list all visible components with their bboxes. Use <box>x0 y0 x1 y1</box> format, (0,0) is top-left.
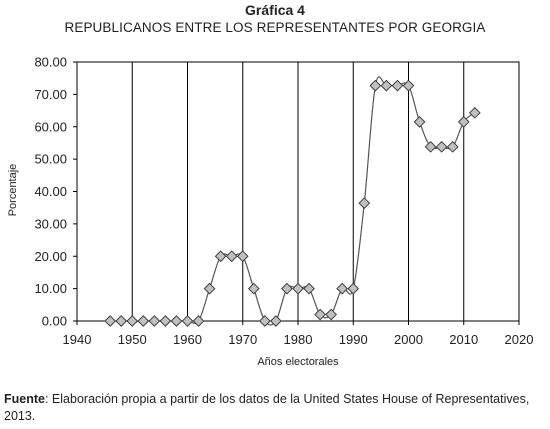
source-note: Fuente: Elaboración propia a partir de l… <box>4 391 548 425</box>
data-point <box>281 282 293 295</box>
data-point <box>214 250 227 263</box>
x-axis-label: Años electorales <box>257 356 339 368</box>
y-tick-label: 30.00 <box>34 216 67 231</box>
data-point <box>159 315 172 327</box>
data-point <box>457 116 470 128</box>
x-tick-label: 1970 <box>228 332 257 347</box>
data-point <box>468 106 481 119</box>
data-point <box>181 315 194 327</box>
data-point <box>402 79 415 92</box>
tick-layer: 1940 1950 1960 1970 1980 1990 2000 2010 2020 0.00… <box>34 55 533 348</box>
data-point <box>336 282 349 295</box>
y-tick-label: 10.00 <box>34 281 67 296</box>
x-tick-label: 1990 <box>339 332 368 347</box>
chart-title: Gráfica 4 <box>245 2 305 18</box>
data-point <box>413 116 426 128</box>
data-point <box>126 315 139 327</box>
data-point <box>325 308 337 321</box>
data-point <box>137 315 150 327</box>
data-point <box>115 315 128 327</box>
data-point <box>192 315 205 327</box>
data-point <box>170 315 183 327</box>
y-axis-label: Porcentaje <box>7 164 19 217</box>
x-tick-label: 1940 <box>63 332 92 347</box>
y-tick-label: 20.00 <box>34 249 67 264</box>
chart-subtitle: REPUBLICANOS ENTRE LOS REPRESENTANTES PO… <box>64 20 486 35</box>
data-point <box>380 79 393 92</box>
data-point <box>347 282 360 295</box>
y-tick-label: 80.00 <box>34 55 67 70</box>
x-tick-label: 2020 <box>505 332 534 347</box>
y-tick-label: 70.00 <box>34 87 67 102</box>
data-point <box>303 282 315 295</box>
data-point <box>104 315 116 327</box>
data-point <box>270 315 282 327</box>
data-point <box>391 79 404 92</box>
y-tick-label: 60.00 <box>34 119 67 134</box>
data-point <box>292 282 304 295</box>
data-point <box>225 250 238 263</box>
grid-layer <box>131 62 465 321</box>
x-tick-label: 2000 <box>394 332 423 347</box>
y-tick-label: 40.00 <box>34 184 67 199</box>
source-label: Fuente <box>4 392 45 406</box>
data-point <box>369 79 382 92</box>
data-point <box>203 282 216 295</box>
marker-layer <box>104 79 481 327</box>
data-point <box>424 140 437 153</box>
x-tick-label: 1950 <box>118 332 147 347</box>
y-tick-label: 0.00 <box>42 314 67 329</box>
data-point <box>314 308 326 321</box>
data-point <box>358 197 371 209</box>
source-text: : Elaboración propia a partir de los dat… <box>4 392 530 423</box>
chart-svg: 1940 1950 1960 1970 1980 1990 2000 2010 2020 0.00… <box>7 55 533 369</box>
x-tick-label: 2010 <box>449 332 478 347</box>
x-tick-label: 1960 <box>173 332 202 347</box>
trend-line <box>110 76 476 326</box>
y-tick-label: 50.00 <box>34 152 67 167</box>
data-point <box>435 140 448 153</box>
data-point <box>446 140 459 153</box>
data-point <box>236 250 249 263</box>
data-point <box>259 315 271 327</box>
data-point <box>247 282 260 295</box>
data-point <box>148 315 161 327</box>
x-tick-label: 1980 <box>284 332 313 347</box>
